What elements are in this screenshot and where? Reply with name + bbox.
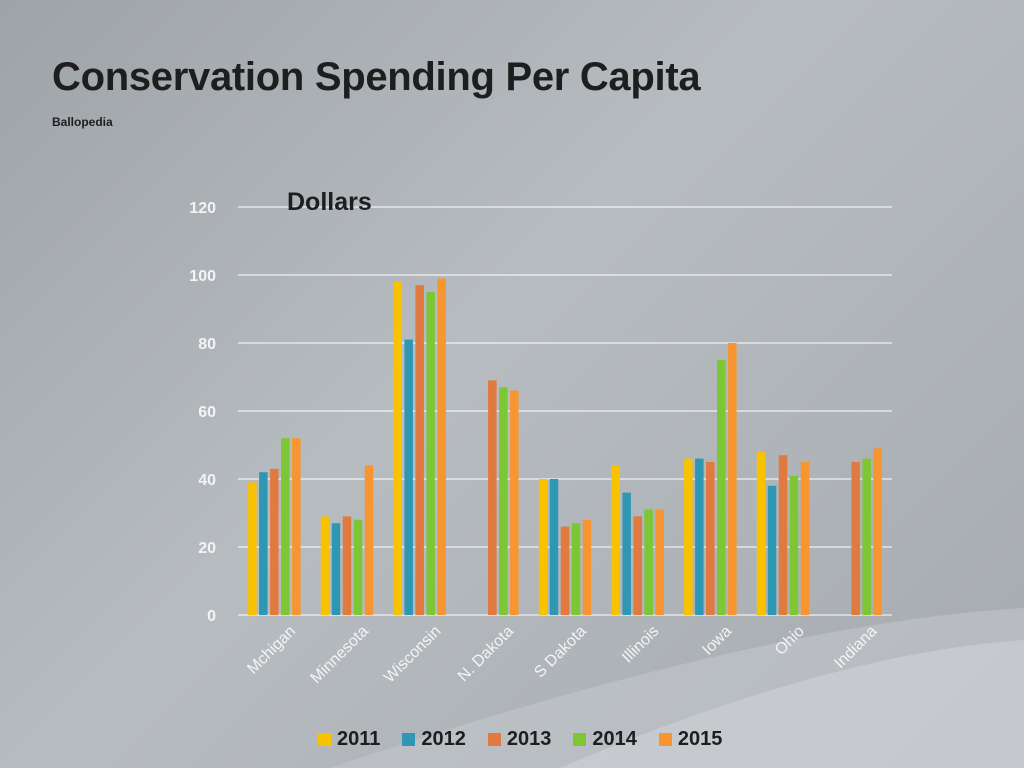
bar-ohio-2014	[789, 475, 799, 615]
legend-item-2014: 2014	[573, 728, 637, 751]
legend-label-2012: 2012	[421, 728, 466, 750]
bar-s-dakota-2013	[560, 526, 570, 615]
bar-minnesota-2014	[353, 519, 363, 615]
legend-swatch-2011	[318, 733, 331, 746]
y-tick-label-20: 20	[198, 540, 216, 557]
bar-iowa-2013	[706, 462, 715, 615]
bar-iowa-2014	[717, 360, 726, 615]
x-tick-label-ohio: Ohio	[772, 623, 808, 659]
x-tick-label-n-dakota: N. Dakota	[455, 623, 517, 685]
legend-swatch-2015	[658, 733, 672, 746]
chart-title: Dollars	[287, 188, 372, 216]
bar-indiana-2015	[873, 448, 882, 615]
bar-illinois-2014	[644, 509, 653, 615]
bar-illinois-2013	[633, 516, 642, 615]
x-tick-label-s-dakota: S Dakota	[531, 623, 590, 682]
y-tick-label-100: 100	[189, 268, 216, 285]
legend-item-2011: 2011	[318, 728, 380, 751]
legend-label-2013: 2013	[506, 728, 552, 750]
bar-minnesota-2011	[320, 516, 330, 615]
bar-mchigan-2011	[248, 482, 257, 615]
y-tick-label-0: 0	[207, 608, 216, 625]
slide-subtitle: Ballopedia	[52, 115, 113, 129]
x-tick-label-indiana: Indiana	[831, 623, 880, 672]
bar-ohio-2015	[800, 462, 810, 615]
bar-mchigan-2014	[281, 438, 290, 615]
bar-iowa-2012	[695, 458, 704, 615]
x-tick-label-wisconsin: Wisconsin	[381, 623, 445, 687]
slide-title: Conservation Spending Per Capita	[52, 55, 701, 99]
y-tick-label-40: 40	[198, 472, 216, 489]
y-tick-label-120: 120	[189, 200, 216, 217]
bar-mchigan-2013	[270, 468, 279, 615]
legend-item-2012: 2012	[402, 728, 466, 751]
bar-iowa-2011	[684, 458, 693, 615]
legend-item-2013: 2013	[487, 728, 552, 751]
x-tick-label-minnesota: Minnesota	[308, 623, 372, 687]
chart-legend: 2011 2012 2013 2014 2015	[318, 728, 744, 751]
bar-ohio-2013	[778, 455, 788, 615]
bar-illinois-2015	[655, 509, 664, 615]
bar-mchigan-2015	[292, 438, 301, 615]
x-tick-label-illinois: Illinois	[619, 623, 662, 666]
bar-n-dakota-2013	[488, 380, 497, 615]
bar-minnesota-2013	[342, 516, 352, 615]
bar-n-dakota-2015	[510, 390, 519, 615]
bar-wisconsin-2012	[404, 339, 413, 615]
y-tick-label-80: 80	[198, 336, 216, 353]
bar-n-dakota-2014	[499, 387, 508, 615]
bar-s-dakota-2015	[582, 519, 592, 615]
legend-swatch-2013	[487, 733, 501, 746]
bar-minnesota-2015	[364, 465, 374, 615]
bar-indiana-2013	[851, 462, 860, 615]
bar-s-dakota-2011	[538, 479, 548, 615]
bar-illinois-2012	[622, 492, 631, 615]
bar-wisconsin-2011	[393, 281, 402, 615]
bar-minnesota-2012	[331, 523, 341, 615]
y-tick-label-60: 60	[198, 404, 216, 421]
bar-wisconsin-2014	[426, 292, 435, 615]
bar-mchigan-2012	[259, 472, 268, 615]
bar-ohio-2011	[756, 451, 766, 615]
bar-s-dakota-2012	[549, 479, 559, 615]
x-tick-label-iowa: Iowa	[699, 623, 735, 659]
legend-swatch-2012	[402, 733, 416, 746]
bar-wisconsin-2015	[437, 278, 446, 615]
legend-item-2015: 2015	[658, 728, 723, 751]
legend-swatch-2014	[573, 733, 587, 746]
bar-s-dakota-2014	[571, 523, 581, 615]
legend-label-2014: 2014	[592, 728, 637, 750]
bar-ohio-2012	[767, 485, 777, 615]
bar-illinois-2011	[611, 465, 620, 615]
bar-wisconsin-2013	[415, 285, 424, 615]
bar-indiana-2014	[862, 458, 871, 615]
legend-label-2011: 2011	[337, 728, 381, 750]
legend-label-2015: 2015	[677, 728, 723, 750]
bar-iowa-2015	[728, 343, 737, 615]
x-tick-label-mchigan: Mchigan	[244, 623, 299, 678]
